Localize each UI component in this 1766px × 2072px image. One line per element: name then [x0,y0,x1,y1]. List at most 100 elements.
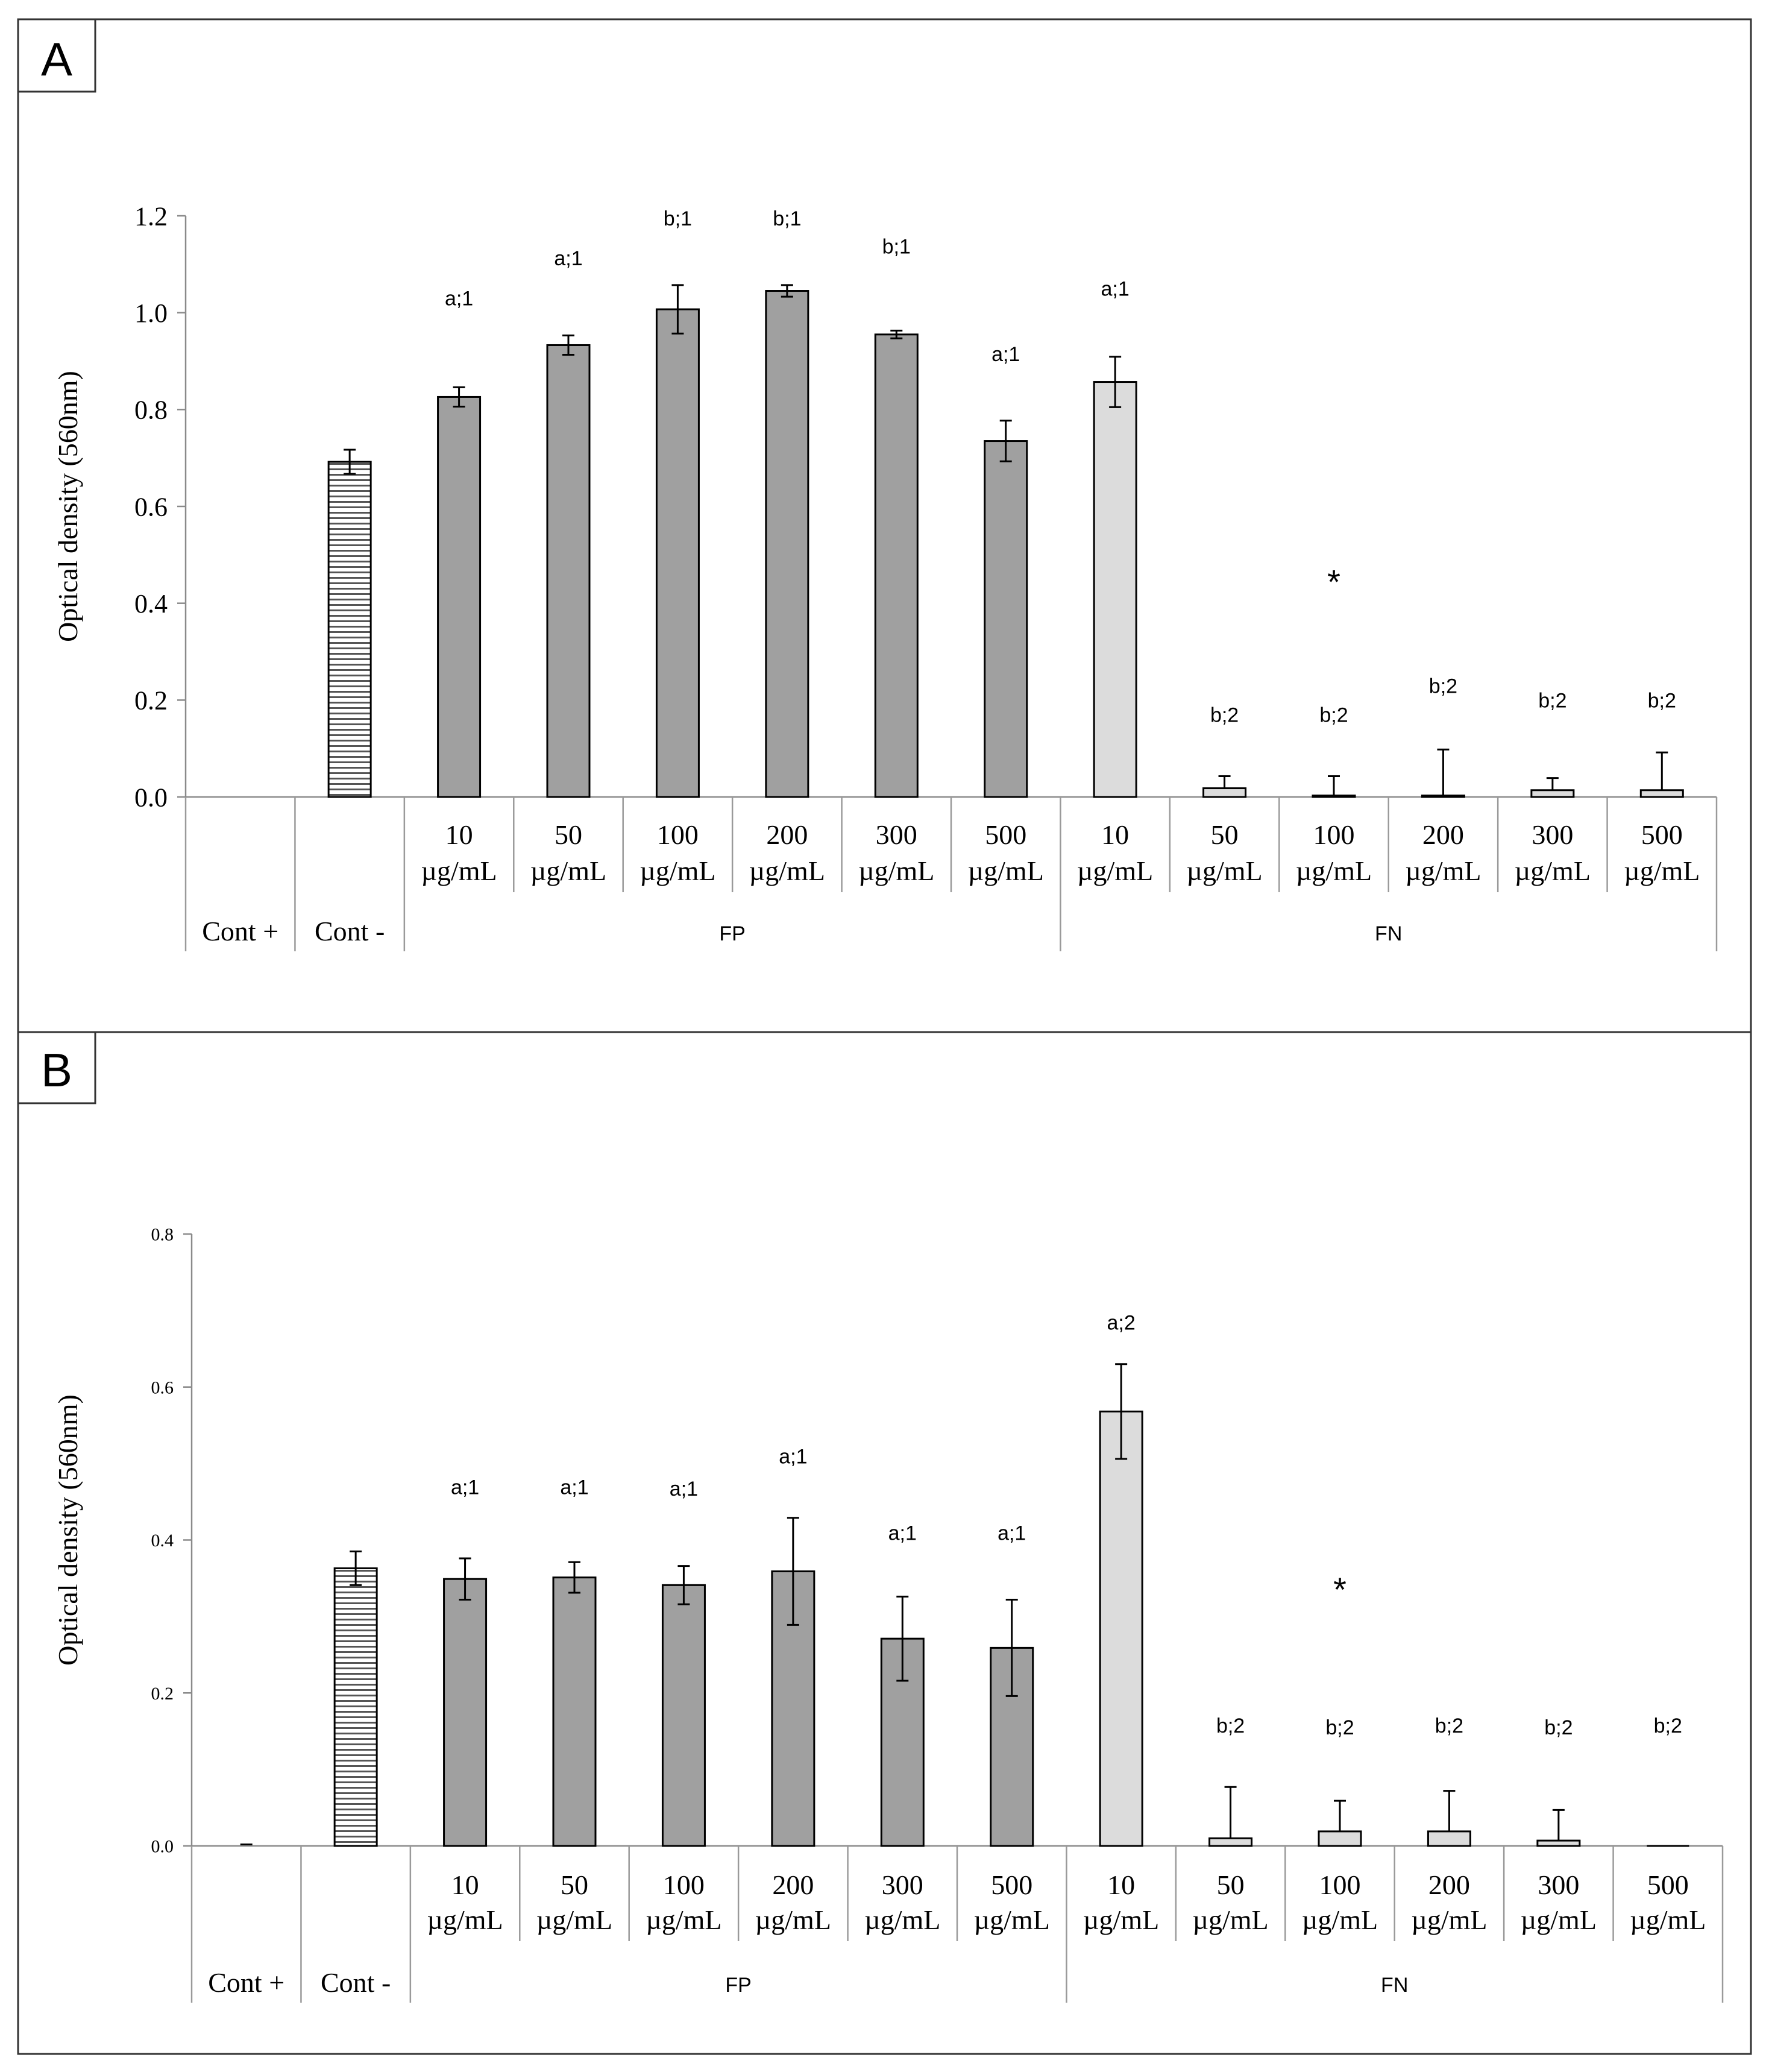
y-tick-label-b: 0.6 [151,1378,174,1397]
group-label-a: Cont - [315,916,385,946]
significance-label-a: b;2 [1538,689,1566,712]
category-label-a: 100 [1313,819,1355,850]
bar-a-fp [546,344,591,798]
y-tick-label-a: 1.2 [134,201,168,231]
significance-label-a: b;2 [1210,704,1239,726]
category-unit-label-a: µg/mL [1515,855,1591,886]
bar-b-fn [1318,1830,1362,1847]
panel-b: B 0.0 0.2 0.4 0.6 0.8 Optical density (560nm)… [17,1031,1752,2055]
category-unit-label-a: µg/mL [1405,855,1481,886]
group-label-b: Cont + [208,1967,284,1998]
significance-label-b: a;1 [779,1446,807,1469]
significance-label-a: a;1 [445,288,473,310]
category-unit-label-b: µg/mL [864,1904,940,1935]
category-unit-label-a: µg/mL [639,855,715,886]
bar-b-fp [443,1578,488,1847]
y-tick-label-a: 0.6 [134,492,168,521]
panel-a: A 0.0 0.2 0.4 0.6 0.8 1.0 1.2 Optical density (… [17,18,1752,1033]
y-tick-label-b: 0.0 [151,1837,174,1857]
significance-label-a: a;1 [554,247,582,270]
significance-label-b: a;1 [670,1478,698,1500]
category-label-b: 100 [663,1869,705,1900]
group-label-a: FN [1375,922,1402,945]
bar-a-fn [1093,381,1137,798]
y-tick-label-a: 0.0 [134,783,168,812]
category-label-a: 50 [1211,819,1239,850]
bar-a-fn [1639,789,1684,798]
category-unit-label-a: µg/mL [858,855,934,886]
significance-label-b: a;1 [998,1522,1026,1545]
bar-b-fp [661,1584,706,1847]
bar-b-fp [552,1576,597,1847]
significance-label-a: b;2 [1319,704,1348,726]
y-tick-label-a: 0.2 [134,686,168,716]
significance-label-b: b;2 [1654,1715,1682,1737]
chart-b: 0.0 0.2 0.4 0.6 0.8 Optical density (560nm) 10… [52,1225,1724,2003]
category-label-b: 100 [1319,1869,1361,1900]
category-unit-label-b: µg/mL [1302,1904,1378,1935]
panel-b-label: B [41,1044,72,1097]
significance-label-b: b;2 [1325,1716,1354,1739]
bar-a-fp [437,395,482,798]
category-label-a: 300 [876,819,917,850]
bar-b-neg [333,1567,378,1847]
bar-a-fn [1421,795,1465,798]
chart-a: 0.0 0.2 0.4 0.6 0.8 1.0 1.2 Optical density (56… [52,201,1718,951]
category-label-b: 50 [561,1869,588,1900]
category-label-a: 10 [1101,819,1129,850]
bar-b-fn [1208,1837,1253,1847]
y-tick-label-b: 0.8 [151,1225,174,1245]
significance-label-b: a;2 [1107,1312,1136,1335]
y-tick-label-b: 0.4 [151,1531,174,1551]
panel-b-label-box [17,1031,96,1104]
category-unit-label-a: µg/mL [1624,855,1700,886]
category-label-a: 300 [1532,819,1573,850]
bar-a-fn [1312,795,1356,798]
significance-star-b: * [1333,1570,1346,1608]
significance-label-b: b;2 [1435,1715,1463,1737]
category-label-b: 200 [1428,1869,1470,1900]
category-label-b: 300 [1538,1869,1579,1900]
category-unit-label-b: µg/mL [974,1904,1050,1935]
category-label-a: 50 [555,819,582,850]
category-unit-label-a: µg/mL [1186,855,1262,886]
panel-a-label-box [17,18,96,93]
significance-label-b: a;1 [451,1476,479,1499]
category-unit-label-b: µg/mL [755,1904,831,1935]
group-label-b: FN [1381,1974,1408,1997]
y-axis-title-a: Optical density (560nm) [52,371,83,642]
category-label-b: 500 [991,1869,1032,1900]
category-label-a: 200 [766,819,808,850]
significance-label-b: a;1 [560,1476,588,1499]
category-label-a: 500 [1641,819,1683,850]
y-tick-label-b: 0.2 [151,1684,174,1704]
category-label-b: 10 [1107,1869,1135,1900]
category-unit-label-b: µg/mL [1192,1904,1268,1935]
significance-label-a: b;1 [882,236,911,259]
category-unit-label-a: µg/mL [749,855,825,886]
panel-a-label: A [41,33,72,86]
category-label-a: 100 [657,819,699,850]
category-unit-label-b: µg/mL [646,1904,721,1935]
significance-star-a: * [1327,563,1340,601]
bar-a-fp [874,333,919,798]
category-label-a: 10 [445,819,473,850]
category-label-b: 10 [451,1869,479,1900]
y-tick-label-a: 0.8 [134,395,168,425]
category-label-a: 500 [985,819,1026,850]
category-label-a: 200 [1422,819,1464,850]
category-unit-label-b: µg/mL [427,1904,503,1935]
group-label-b: Cont - [321,1967,391,1998]
category-unit-label-b: µg/mL [1521,1904,1597,1935]
significance-label-a: b;2 [1648,689,1676,712]
category-label-b: 50 [1217,1869,1245,1900]
category-label-b: 300 [882,1869,923,1900]
bar-b-fn [1099,1410,1143,1847]
category-unit-label-a: µg/mL [968,855,1044,886]
category-label-b: 500 [1647,1869,1689,1900]
category-unit-label-b: µg/mL [1083,1904,1159,1935]
bar-a-fn [1202,787,1247,798]
y-tick-label-a: 0.4 [134,589,168,619]
significance-label-b: b;2 [1216,1715,1245,1737]
